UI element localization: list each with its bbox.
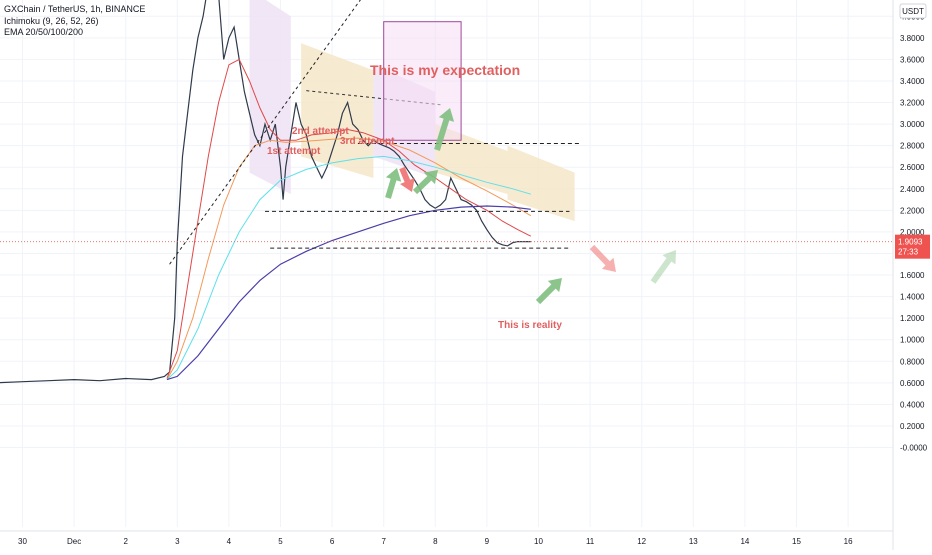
arrow-up-green[interactable] xyxy=(650,250,676,284)
x-tick-label: 13 xyxy=(689,537,698,546)
y-tick-label: 3.8000 xyxy=(900,34,925,43)
expectation-box[interactable] xyxy=(383,21,462,141)
price-badge-value: 1.9093 xyxy=(898,238,923,247)
y-tick-label: 0.2000 xyxy=(900,422,925,431)
x-tick-label: Dec xyxy=(67,537,81,546)
x-tick-label: 6 xyxy=(330,537,335,546)
x-tick-label: 5 xyxy=(278,537,283,546)
y-tick-label: 0.6000 xyxy=(900,379,925,388)
arrow-up-green[interactable] xyxy=(535,278,562,305)
x-tick-label: 9 xyxy=(485,537,490,546)
x-tick-label: 16 xyxy=(844,537,853,546)
y-tick-label: 2.6000 xyxy=(900,163,925,172)
arrow-down-red[interactable] xyxy=(589,244,616,272)
ema100-line[interactable] xyxy=(166,155,531,380)
y-tick-label: 1.6000 xyxy=(900,271,925,280)
ema50-line[interactable] xyxy=(166,137,532,380)
annotation-reality: This is reality xyxy=(498,320,562,331)
chart-legend: GXChain / TetherUS, 1h, BINANCE Ichimoku… xyxy=(4,4,145,39)
x-tick-label: 4 xyxy=(227,537,232,546)
y-tick-label: 1.0000 xyxy=(900,336,925,345)
indicator-ichimoku[interactable]: Ichimoku (9, 26, 52, 26) xyxy=(4,15,99,26)
ema20-line[interactable] xyxy=(166,58,532,379)
cloud-band xyxy=(435,124,508,195)
symbol-title[interactable]: GXChain / TetherUS, 1h, BINANCE xyxy=(4,4,146,14)
price-badge xyxy=(895,234,930,259)
annotation-2nd-attempt: 2nd attempt xyxy=(292,126,349,137)
arrow-up-green[interactable] xyxy=(434,108,455,151)
cloud-band xyxy=(507,145,575,222)
currency-label: USDT xyxy=(902,7,924,16)
y-tick-label: 3.4000 xyxy=(900,77,925,86)
annotation-1st-attempt: 1st attempt xyxy=(267,146,321,157)
annotations: This is my expectation This is reality 1st… xyxy=(267,62,562,331)
price-badge-countdown: 27:33 xyxy=(898,248,919,257)
y-tick-label: 3.6000 xyxy=(900,55,925,64)
y-tick-label: 0.8000 xyxy=(900,357,925,366)
x-tick-label: 11 xyxy=(586,537,595,546)
y-tick-label: 0.4000 xyxy=(900,400,925,409)
y-tick-label: 2.2000 xyxy=(900,206,925,215)
y-tick-label: -0.0000 xyxy=(900,444,928,453)
ema200-line[interactable] xyxy=(166,205,531,381)
x-tick-label: 10 xyxy=(534,537,543,546)
price-line[interactable] xyxy=(0,0,531,384)
arrow-down-red[interactable] xyxy=(399,166,415,192)
annotation-expectation: This is my expectation xyxy=(370,62,520,78)
y-tick-label: 1.2000 xyxy=(900,314,925,323)
x-tick-label: 15 xyxy=(792,537,801,546)
x-tick-label: 12 xyxy=(637,537,646,546)
annotation-3rd-attempt: 3rd attempt xyxy=(340,136,395,147)
arrow-up-green[interactable] xyxy=(385,168,402,199)
y-tick-label: 3.0000 xyxy=(900,120,925,129)
y-tick-label: 2.0000 xyxy=(900,228,925,237)
cloud-band xyxy=(301,43,374,178)
series-lines xyxy=(0,0,532,384)
y-tick-label: 2.4000 xyxy=(900,185,925,194)
x-tick-label: 8 xyxy=(433,537,438,546)
arrow-up-green[interactable] xyxy=(412,170,438,195)
x-tick-label: 7 xyxy=(381,537,386,546)
drawings xyxy=(0,0,893,305)
indicator-ema[interactable]: EMA 20/50/100/200 xyxy=(4,27,84,37)
resistance-line[interactable] xyxy=(306,90,441,106)
y-tick-label: 1.4000 xyxy=(900,293,925,302)
x-tick-label: 3 xyxy=(175,537,180,546)
x-tick-label: 14 xyxy=(740,537,749,546)
y-tick-label: 2.8000 xyxy=(900,142,925,151)
currency-badge[interactable] xyxy=(899,3,927,19)
x-tick-label: 30 xyxy=(18,537,27,546)
y-tick-label: 3.2000 xyxy=(900,99,925,108)
x-tick-label: 2 xyxy=(123,537,128,546)
